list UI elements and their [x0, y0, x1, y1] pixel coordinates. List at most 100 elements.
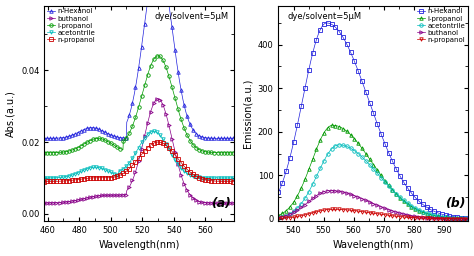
Line: i-propanol: i-propanol — [43, 54, 236, 155]
n-Hexanol — [324, 22, 329, 25]
n-propanol — [299, 214, 304, 217]
Line: n-Hexanol: n-Hexanol — [43, 0, 236, 140]
i-propanol — [351, 137, 357, 140]
n-propanol — [276, 217, 282, 220]
acetontrile — [133, 152, 138, 155]
i-propanol — [330, 124, 336, 127]
Line: buthanol: buthanol — [277, 189, 470, 220]
i-propanol — [231, 151, 237, 154]
n-propanol — [42, 180, 47, 183]
Text: (b): (b) — [445, 197, 466, 210]
n-propanol — [144, 147, 150, 150]
acetontrile — [299, 202, 304, 205]
buthanol — [395, 211, 401, 214]
acetontrile — [151, 130, 156, 133]
n-Hexanol — [414, 197, 419, 200]
i-propanol — [395, 194, 401, 197]
i-propanol — [227, 151, 233, 154]
Text: (a): (a) — [211, 197, 231, 210]
buthanol — [351, 194, 357, 197]
buthanol — [131, 174, 137, 177]
acetontrile — [414, 207, 419, 210]
n-Hexanol — [465, 217, 471, 220]
buthanol — [155, 98, 160, 101]
buthanol — [338, 190, 344, 193]
n-propanol — [465, 217, 471, 220]
n-propanol — [133, 161, 138, 164]
n-Hexanol — [276, 191, 282, 194]
n-propanol — [351, 209, 357, 212]
acetontrile — [231, 176, 237, 179]
n-Hexanol — [144, 5, 150, 8]
acetontrile — [197, 176, 203, 179]
i-propanol — [197, 148, 203, 152]
acetontrile — [351, 149, 357, 152]
buthanol — [413, 215, 419, 218]
n-propanol — [131, 162, 137, 165]
n-propanol — [338, 208, 344, 211]
i-propanol — [131, 119, 137, 122]
Line: acetontrile: acetontrile — [43, 130, 236, 180]
i-propanol — [299, 186, 304, 189]
buthanol — [327, 189, 333, 192]
Line: acetontrile: acetontrile — [277, 143, 470, 220]
n-propanol — [197, 177, 203, 180]
Line: i-propanol: i-propanol — [277, 124, 470, 220]
Y-axis label: Emission(a.u.): Emission(a.u.) — [242, 79, 252, 148]
n-Hexanol — [42, 137, 47, 140]
i-propanol — [144, 76, 150, 79]
n-propanol — [414, 216, 419, 219]
Line: n-propanol: n-propanol — [43, 140, 236, 183]
n-Hexanol — [351, 59, 357, 62]
n-Hexanol — [197, 135, 203, 138]
i-propanol — [414, 208, 419, 211]
acetontrile — [144, 133, 150, 136]
n-Hexanol — [413, 196, 419, 199]
n-Hexanol — [299, 105, 304, 108]
n-propanol — [330, 208, 336, 211]
n-Hexanol — [338, 32, 344, 35]
acetontrile — [413, 207, 419, 210]
acetontrile — [131, 153, 137, 156]
acetontrile — [276, 216, 282, 219]
buthanol — [133, 170, 138, 173]
buthanol — [276, 216, 282, 219]
i-propanol — [155, 54, 161, 57]
Y-axis label: Abs.(a.u.): Abs.(a.u.) — [6, 90, 16, 137]
n-Hexanol — [231, 137, 237, 140]
Line: n-propanol: n-propanol — [277, 208, 470, 221]
n-Hexanol — [395, 171, 401, 174]
acetontrile — [42, 176, 47, 179]
n-Hexanol — [133, 86, 138, 89]
Line: buthanol: buthanol — [43, 97, 236, 205]
buthanol — [227, 201, 233, 205]
i-propanol — [465, 217, 471, 220]
Text: dye/solvent=5μM: dye/solvent=5μM — [288, 12, 362, 21]
acetontrile — [227, 176, 233, 179]
n-Hexanol — [227, 137, 233, 140]
acetontrile — [465, 217, 471, 220]
buthanol — [42, 201, 47, 205]
acetontrile — [395, 194, 401, 197]
acetontrile — [336, 143, 342, 146]
n-propanol — [231, 180, 237, 183]
n-propanol — [227, 180, 233, 183]
buthanol — [465, 217, 471, 220]
acetontrile — [155, 131, 160, 134]
n-Hexanol — [131, 92, 137, 95]
Legend: n-Hexanol, buthanol, i-propanol, acetontrile, n-propanol: n-Hexanol, buthanol, i-propanol, acetont… — [46, 8, 96, 44]
n-propanol — [413, 216, 419, 219]
n-propanol — [155, 141, 161, 144]
X-axis label: Wavelength(nm): Wavelength(nm) — [333, 240, 414, 250]
buthanol — [414, 215, 419, 218]
n-propanol — [395, 215, 401, 218]
Text: dye/solvent=5μM: dye/solvent=5μM — [154, 12, 228, 21]
i-propanol — [413, 208, 419, 211]
buthanol — [231, 201, 237, 205]
i-propanol — [133, 116, 138, 119]
Line: n-Hexanol: n-Hexanol — [277, 21, 470, 220]
i-propanol — [155, 55, 160, 58]
i-propanol — [338, 126, 344, 129]
Legend: n-Hexanol, i-propanol, acetontrile, buthanol, n-propanol: n-Hexanol, i-propanol, acetontrile, buth… — [416, 8, 466, 44]
X-axis label: Wavelength(nm): Wavelength(nm) — [99, 240, 180, 250]
